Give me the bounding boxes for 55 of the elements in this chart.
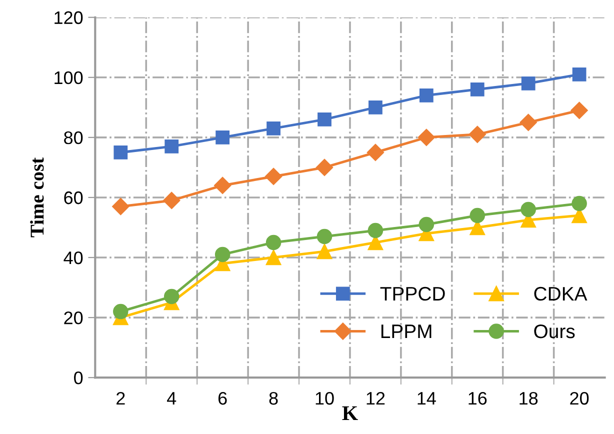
x-tick-label: 6 [218, 392, 227, 405]
point [470, 208, 486, 224]
y-tick-label: 120 [54, 11, 83, 24]
x-tick-label: 2 [116, 392, 125, 405]
point [163, 192, 180, 210]
x-tick-label: 12 [366, 392, 385, 405]
point [368, 222, 384, 238]
x-tick-label: 14 [418, 392, 436, 405]
point [266, 250, 282, 266]
point [164, 288, 180, 304]
point [572, 67, 586, 82]
y-axis-title: Time cost [30, 158, 44, 238]
point [264, 168, 282, 186]
point [266, 234, 282, 250]
y-tick-label: 80 [64, 131, 83, 144]
point [570, 102, 588, 119]
x-tick-label: 16 [468, 392, 487, 405]
y-tick-label: 40 [64, 251, 83, 264]
y-tick-label: 60 [64, 191, 83, 204]
point [418, 128, 435, 146]
point [266, 121, 280, 136]
point [468, 126, 486, 143]
x-tick-label: 18 [520, 392, 538, 405]
x-tick-label: 20 [570, 392, 589, 405]
point [520, 114, 537, 131]
point [214, 176, 232, 194]
x-axis-title: K [342, 406, 358, 420]
x-tick-label: 4 [167, 392, 176, 405]
point [112, 198, 130, 216]
point [316, 228, 332, 244]
point [318, 112, 332, 126]
point [572, 196, 587, 212]
point [368, 100, 382, 114]
x-tick-label: 8 [269, 392, 278, 405]
y-tick-label: 100 [54, 71, 83, 84]
point [366, 144, 384, 161]
point [418, 216, 434, 232]
point [113, 304, 128, 320]
y-tick-label: 0 [74, 372, 83, 384]
legend-label: Ours [534, 324, 575, 338]
point [316, 244, 332, 260]
y-tick-label: 20 [64, 311, 83, 324]
point [419, 88, 434, 102]
x-tick-label: 10 [316, 392, 334, 405]
point [521, 76, 536, 90]
point [214, 246, 230, 262]
legend-label: LPPM [381, 324, 432, 338]
legend-label: CDKA [534, 286, 588, 301]
point [470, 82, 484, 96]
point [114, 146, 128, 160]
point [216, 130, 230, 144]
point [164, 139, 179, 154]
point [316, 158, 334, 176]
point [520, 202, 536, 218]
legend-label: TPPCD [380, 286, 445, 301]
